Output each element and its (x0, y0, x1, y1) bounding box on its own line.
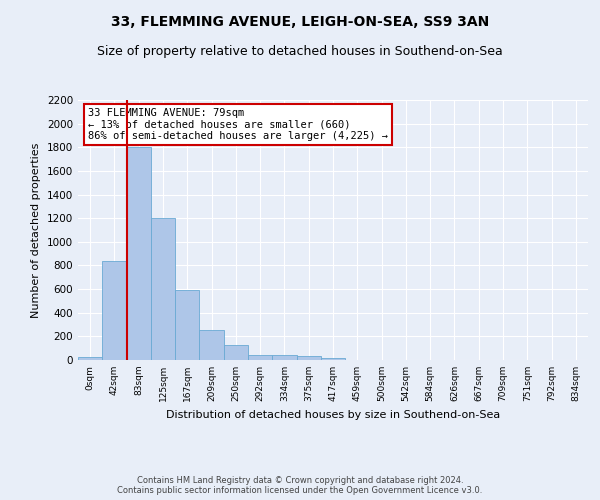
Text: Size of property relative to detached houses in Southend-on-Sea: Size of property relative to detached ho… (97, 45, 503, 58)
X-axis label: Distribution of detached houses by size in Southend-on-Sea: Distribution of detached houses by size … (166, 410, 500, 420)
Bar (175, 290, 199, 360)
Bar (296, 356, 321, 360)
Bar (199, 330, 224, 360)
Bar (127, 148, 151, 360)
Bar (248, 354, 272, 360)
Bar (272, 354, 296, 360)
Text: Contains HM Land Registry data © Crown copyright and database right 2024.
Contai: Contains HM Land Registry data © Crown c… (118, 476, 482, 495)
Bar (321, 358, 345, 360)
Text: 33, FLEMMING AVENUE, LEIGH-ON-SEA, SS9 3AN: 33, FLEMMING AVENUE, LEIGH-ON-SEA, SS9 3… (111, 15, 489, 29)
Bar (224, 344, 248, 360)
Bar (78, 357, 102, 360)
Bar (102, 260, 127, 360)
Y-axis label: Number of detached properties: Number of detached properties (31, 142, 41, 318)
Bar (151, 218, 175, 360)
Text: 33 FLEMMING AVENUE: 79sqm
← 13% of detached houses are smaller (660)
86% of semi: 33 FLEMMING AVENUE: 79sqm ← 13% of detac… (88, 108, 388, 141)
